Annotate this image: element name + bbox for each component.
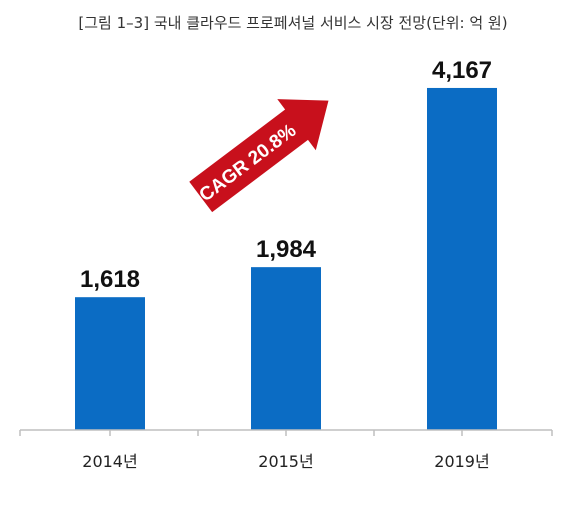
value-labels-layer: 1,618 1,984 4,167 [80, 57, 492, 293]
cagr-arrow [189, 99, 329, 213]
x-tick-label-2: 2019년 [434, 452, 489, 471]
x-tick-label-0: 2014년 [82, 452, 137, 471]
x-tick-label-1: 2015년 [258, 452, 313, 471]
cagr-annotation: CAGR 20.8% [189, 99, 329, 213]
x-axis-ticks-layer: 2014년 2015년 2019년 [19, 430, 553, 471]
value-label-2: 4,167 [432, 57, 492, 84]
cagr-label: CAGR 20.8% [196, 120, 301, 206]
bar-1 [251, 267, 321, 430]
chart-title: [그림 1–3] 국내 클라우드 프로페셔널 서비스 시장 전망(단위: 억 원… [78, 14, 508, 32]
value-label-1: 1,984 [256, 236, 317, 263]
bar-2 [427, 87, 497, 431]
bar-0 [75, 297, 145, 430]
bars-layer [75, 87, 497, 431]
value-label-0: 1,618 [80, 266, 140, 293]
